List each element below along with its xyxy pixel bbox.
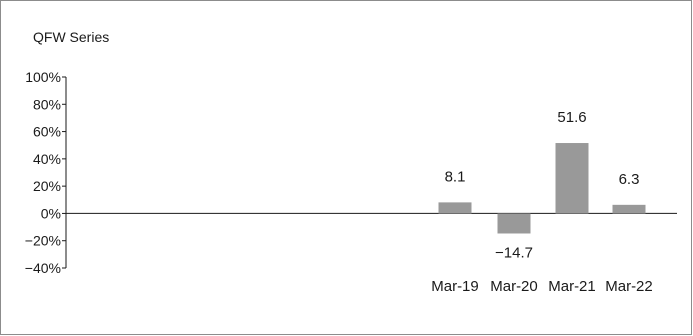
y-tick-label: 20%	[33, 178, 61, 194]
x-tick-label: Mar-21	[548, 278, 596, 295]
bar-mar-20	[497, 213, 531, 234]
y-axis: 100% 80% 60% 40% 20% 0% −20% −40%	[25, 69, 66, 276]
data-label: 51.6	[557, 109, 586, 126]
x-tick-label: Mar-22	[605, 278, 653, 295]
x-tick-label: Mar-20	[490, 278, 538, 295]
x-tick-label: Mar-19	[431, 278, 479, 295]
y-tick-label: 40%	[33, 151, 61, 167]
x-axis-labels: Mar-19 Mar-20 Mar-21 Mar-22	[431, 278, 653, 295]
y-tick-label: −20%	[25, 233, 61, 249]
bar-mar-21	[555, 143, 589, 214]
chart-title: QFW Series	[33, 29, 109, 45]
data-label: −14.7	[495, 244, 533, 261]
y-tick-label: 0%	[41, 205, 61, 221]
y-tick-label: −40%	[25, 260, 61, 276]
y-tick-label: 60%	[33, 124, 61, 140]
data-label: 8.1	[445, 168, 466, 185]
bar-mar-22	[612, 204, 646, 214]
bars-group: 8.1 −14.7 51.6 6.3	[438, 109, 646, 261]
y-tick-label: 100%	[25, 69, 61, 85]
data-label: 6.3	[619, 171, 640, 188]
y-tick-label: 80%	[33, 96, 61, 112]
bar-mar-19	[438, 202, 472, 214]
